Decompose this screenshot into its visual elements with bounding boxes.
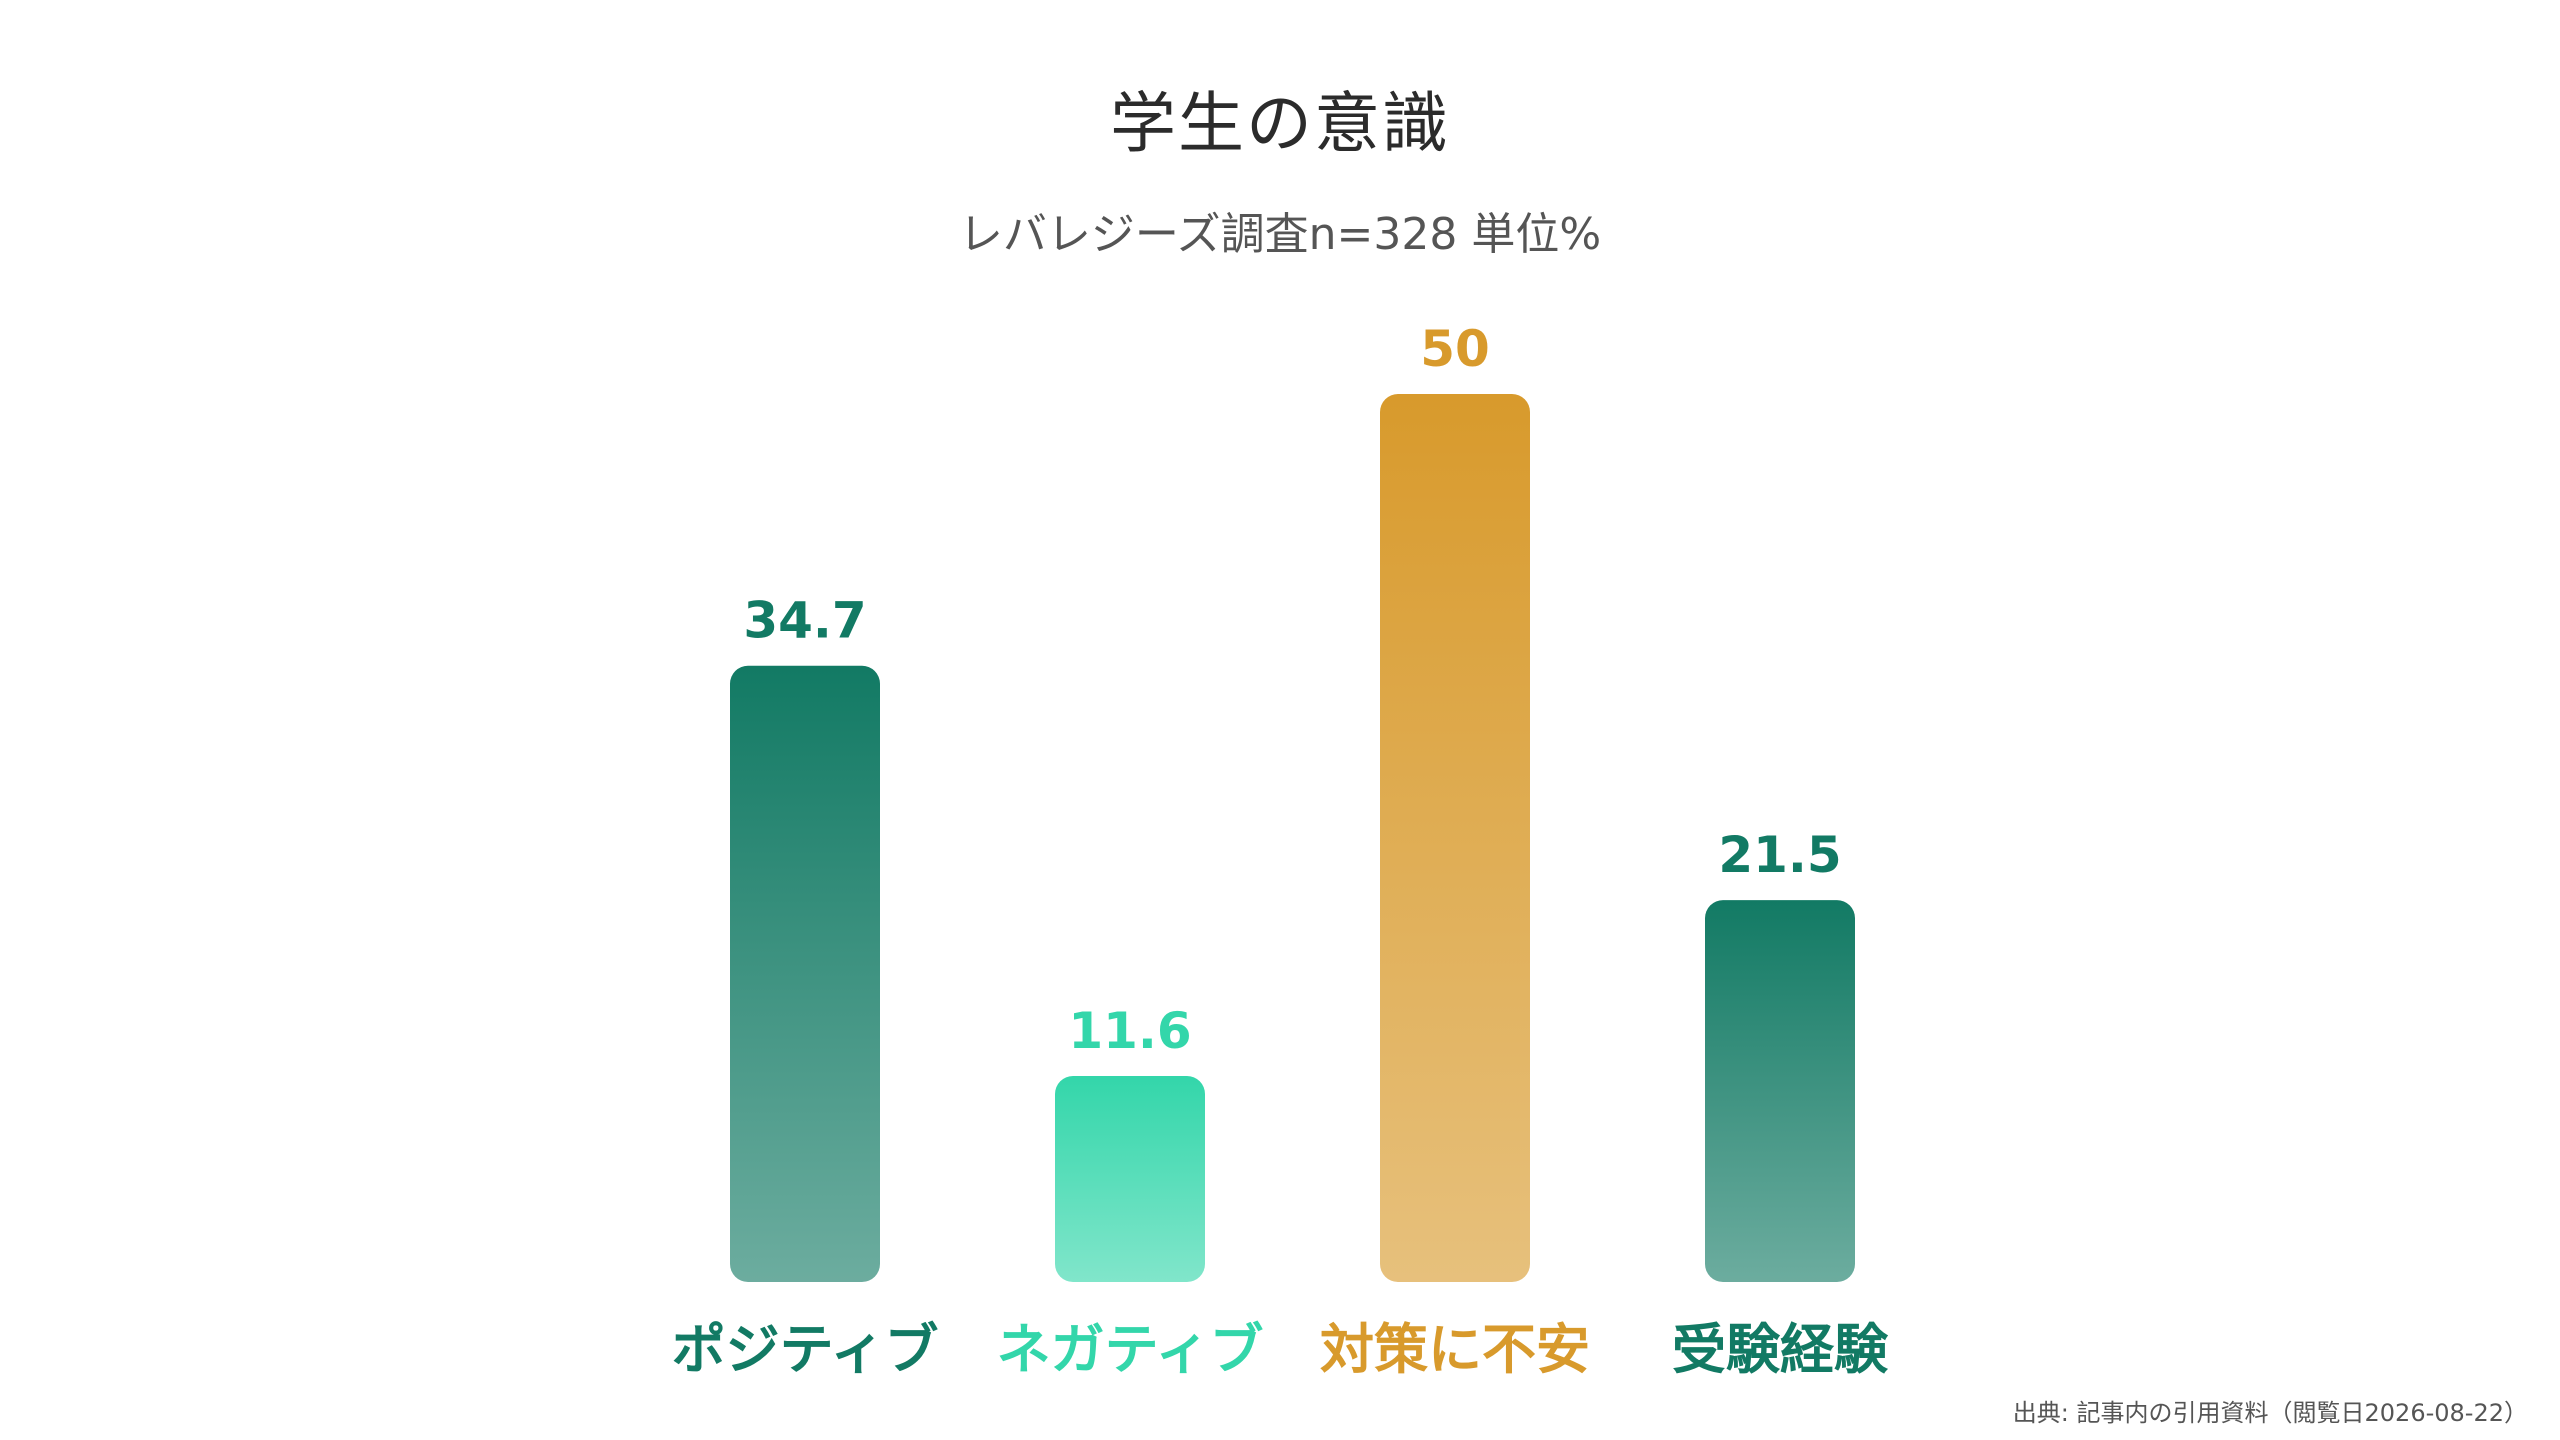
category-label-3: 対策に不安: [1320, 1318, 1590, 1381]
category-label-2: ネガティブ: [997, 1318, 1264, 1381]
value-labels-layer: 34.7 11.6 50 21.5: [743, 320, 1841, 1060]
chart-title: 学生の意識: [1110, 85, 1450, 162]
bars-layer: [730, 394, 1855, 1282]
chart-subtitle: レバレジーズ調査n=328 単位%: [958, 209, 1602, 260]
bar-2: [1055, 1075, 1205, 1282]
category-label-4: 受験経験: [1672, 1318, 1889, 1381]
bar-1: [730, 665, 880, 1282]
value-label-3: 50: [1420, 320, 1490, 378]
value-label-1: 34.7: [743, 592, 866, 650]
value-label-2: 11.6: [1068, 1002, 1191, 1060]
category-labels-layer: ポジティブ ネガティブ 対策に不安 受験経験: [672, 1318, 1889, 1381]
bar-3: [1380, 394, 1530, 1282]
value-label-4: 21.5: [1718, 826, 1841, 884]
bar-4: [1705, 900, 1855, 1282]
category-label-1: ポジティブ: [672, 1318, 939, 1381]
source-note: 出典: 記事内の引用資料（閲覧日2026-08-22）: [2012, 1399, 2528, 1427]
